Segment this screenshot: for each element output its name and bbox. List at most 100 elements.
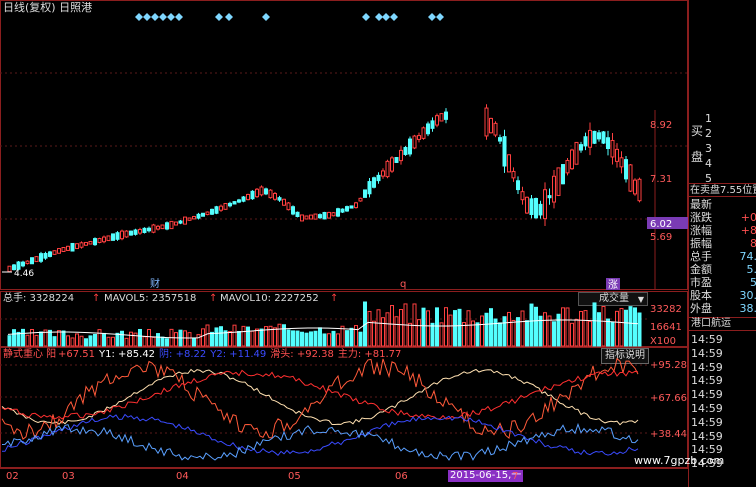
volume-bar [75, 333, 79, 347]
stat-name: 振幅 [690, 237, 712, 250]
volume-bar [259, 328, 264, 347]
volume-bar [354, 325, 358, 347]
stat-name: 外盘 [690, 302, 712, 315]
indicator-line [1, 422, 639, 461]
indicator-chart: +95.28 +67.66 +38.44 [0, 357, 687, 461]
stat-value: 74. [739, 250, 756, 263]
x-label-03: 03 [62, 471, 75, 482]
volume-bar [120, 330, 124, 347]
tick-time: 14:59 [691, 443, 723, 457]
bid-level-3: 3 [705, 142, 712, 155]
stat-row: 总手 74. [690, 250, 756, 263]
volume-bar [286, 329, 291, 347]
stat-name: 金额 [690, 263, 712, 276]
volume-bar [246, 326, 250, 347]
volume-bar [39, 331, 43, 347]
volume-bar [538, 315, 543, 347]
buy-label: 买 [691, 124, 704, 138]
sector-row[interactable]: 港口航运 [689, 317, 756, 331]
volume-bar [115, 332, 120, 347]
volume-bar [606, 318, 610, 347]
x-label-05: 05 [288, 471, 301, 482]
candle-body [412, 135, 417, 149]
volume-bar [205, 324, 210, 347]
candle-body [268, 189, 273, 199]
candle-body [156, 225, 160, 230]
candle-body [129, 230, 133, 236]
candle-body [610, 140, 615, 158]
candle-body [120, 230, 124, 240]
candle-body [588, 129, 592, 148]
candle-body [16, 261, 21, 270]
volume-bar [579, 310, 583, 347]
marker-finance: 财 [150, 277, 160, 290]
volume-bar [435, 307, 439, 347]
volume-bar [187, 332, 192, 347]
tick-time: 14:59 [691, 415, 723, 429]
volume-bar [250, 330, 255, 347]
candle-body [178, 220, 183, 224]
volume-bar [79, 335, 84, 347]
candle-body [633, 179, 637, 195]
candlestick-chart[interactable]: 8.92 7.31 6.02 5.69 4.46 财 q 涨 [0, 0, 688, 290]
candle-body [601, 131, 606, 144]
price-label-high: 8.92 [650, 120, 672, 131]
tick-time: 14:59 [691, 429, 723, 443]
volume-bar [237, 331, 241, 347]
tick-time: 14:59 [691, 374, 723, 388]
price-label-low: 5.69 [650, 232, 672, 243]
candle-body [151, 224, 156, 233]
candle-body [385, 160, 390, 178]
candle-body [363, 189, 367, 198]
volume-bar [619, 307, 624, 347]
mavol10-label: MAVOL10: 2227252 [220, 293, 319, 304]
indicator-line [1, 369, 639, 420]
volume-bar [637, 312, 642, 347]
volume-bar [48, 329, 52, 347]
volume-bar [30, 328, 34, 347]
stat-value: 30. [739, 289, 756, 302]
candle-body [336, 208, 340, 217]
candle-body [93, 238, 97, 246]
volume-bar [70, 337, 75, 347]
candle-body [565, 159, 570, 174]
candle-body [561, 164, 565, 185]
main-chart-frame [0, 0, 688, 290]
candle-body [111, 233, 115, 241]
indicator-value: +67.51 [58, 349, 96, 360]
candle-body [12, 264, 16, 271]
volume-bar [25, 334, 30, 347]
volume-bar [471, 320, 475, 347]
volume-bar [232, 324, 237, 347]
mavol5-label: MAVOL5: 2357518 [104, 293, 197, 304]
candle-body [615, 148, 619, 162]
candle-body [381, 170, 385, 177]
volume-bar [367, 310, 372, 347]
candle-body [408, 138, 412, 155]
volume-bar [309, 331, 313, 347]
volume-bar [480, 315, 484, 347]
stat-name: 股本 [690, 289, 712, 302]
candle-body [583, 136, 588, 147]
volume-bar [543, 312, 547, 347]
volume-bar [52, 336, 57, 347]
candle-body [66, 245, 70, 251]
candle-body [435, 115, 439, 126]
candle-body [304, 215, 309, 220]
candle-body [124, 230, 129, 238]
volume-bar [106, 336, 111, 347]
candle-body [516, 180, 520, 191]
current-price-label: 6.02 [650, 219, 672, 230]
volume-bar [201, 328, 205, 347]
candle-body [430, 120, 435, 129]
candle-body [331, 212, 336, 217]
candle-body [70, 242, 75, 252]
candle-body [399, 149, 403, 162]
candle-body [295, 211, 300, 218]
candle-body [57, 248, 61, 254]
volume-bar [214, 327, 219, 347]
candle-body [21, 261, 25, 267]
candle-body [421, 127, 426, 139]
indicator-panel [0, 347, 688, 468]
volume-bar [133, 332, 138, 347]
